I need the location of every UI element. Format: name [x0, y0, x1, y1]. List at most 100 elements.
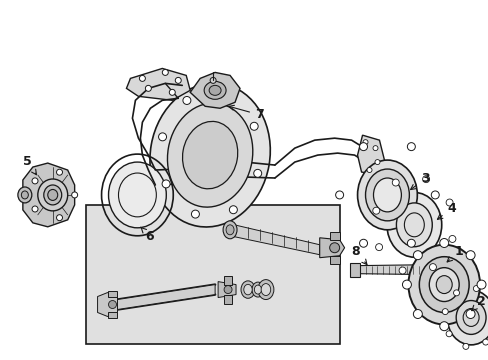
Text: 2: 2 — [471, 294, 485, 311]
Ellipse shape — [44, 185, 61, 205]
Circle shape — [407, 143, 414, 150]
Text: 3: 3 — [410, 172, 429, 190]
Text: 1: 1 — [446, 245, 462, 262]
Polygon shape — [224, 276, 232, 285]
Circle shape — [412, 310, 422, 319]
Polygon shape — [23, 163, 75, 227]
Circle shape — [445, 331, 451, 337]
Ellipse shape — [203, 81, 225, 99]
Ellipse shape — [373, 178, 401, 212]
Circle shape — [374, 159, 379, 165]
Bar — [85, 205, 339, 345]
Circle shape — [229, 206, 237, 214]
Circle shape — [439, 322, 448, 331]
Text: 4: 4 — [437, 202, 455, 219]
Circle shape — [372, 207, 379, 214]
Ellipse shape — [225, 225, 234, 235]
Circle shape — [57, 169, 62, 175]
Circle shape — [57, 215, 62, 221]
Circle shape — [359, 143, 367, 150]
Ellipse shape — [241, 281, 254, 298]
Circle shape — [465, 251, 474, 260]
Ellipse shape — [357, 160, 416, 230]
Text: 7: 7 — [228, 105, 263, 121]
Ellipse shape — [261, 284, 270, 296]
Polygon shape — [329, 232, 339, 240]
Circle shape — [183, 96, 190, 104]
Polygon shape — [354, 265, 428, 275]
Ellipse shape — [258, 280, 273, 300]
Circle shape — [253, 169, 261, 177]
Polygon shape — [229, 224, 319, 255]
Ellipse shape — [21, 191, 28, 199]
Polygon shape — [126, 68, 190, 100]
Circle shape — [448, 235, 455, 242]
Polygon shape — [349, 263, 359, 276]
Text: 5: 5 — [23, 155, 37, 175]
Circle shape — [441, 309, 447, 315]
Circle shape — [210, 77, 216, 84]
Polygon shape — [329, 256, 339, 264]
Circle shape — [402, 280, 410, 289]
Polygon shape — [190, 72, 240, 108]
Ellipse shape — [396, 203, 431, 247]
Circle shape — [72, 192, 78, 198]
Ellipse shape — [251, 282, 264, 297]
Ellipse shape — [150, 83, 270, 227]
Ellipse shape — [18, 187, 32, 203]
Ellipse shape — [428, 268, 458, 302]
Circle shape — [472, 285, 478, 292]
Circle shape — [439, 239, 448, 247]
Circle shape — [329, 243, 339, 253]
Circle shape — [428, 264, 435, 271]
Circle shape — [359, 239, 367, 247]
Circle shape — [250, 122, 258, 130]
Ellipse shape — [108, 162, 166, 228]
Polygon shape — [218, 282, 236, 298]
Ellipse shape — [223, 221, 237, 239]
Circle shape — [452, 290, 459, 296]
Circle shape — [482, 339, 488, 345]
Circle shape — [445, 199, 452, 206]
Circle shape — [32, 206, 38, 212]
Circle shape — [108, 301, 116, 309]
Polygon shape — [107, 312, 117, 319]
Ellipse shape — [386, 193, 441, 257]
Circle shape — [145, 85, 151, 91]
Circle shape — [412, 251, 422, 260]
Polygon shape — [98, 293, 117, 316]
Text: 8: 8 — [351, 245, 366, 265]
Ellipse shape — [435, 276, 451, 293]
Circle shape — [175, 77, 181, 84]
Ellipse shape — [407, 245, 479, 324]
Circle shape — [375, 244, 382, 251]
Polygon shape — [107, 291, 117, 297]
Ellipse shape — [365, 169, 408, 221]
Ellipse shape — [167, 103, 252, 207]
Ellipse shape — [48, 189, 58, 201]
Circle shape — [462, 343, 468, 350]
Circle shape — [139, 75, 145, 81]
Circle shape — [169, 89, 175, 95]
Ellipse shape — [419, 257, 468, 312]
Circle shape — [476, 280, 485, 289]
Text: 6: 6 — [141, 227, 154, 243]
Ellipse shape — [244, 284, 252, 295]
Ellipse shape — [209, 85, 221, 95]
Circle shape — [162, 180, 170, 188]
Circle shape — [158, 133, 166, 141]
Polygon shape — [224, 294, 232, 303]
Circle shape — [465, 310, 474, 319]
Polygon shape — [319, 238, 344, 258]
Circle shape — [372, 146, 377, 150]
Ellipse shape — [254, 285, 261, 294]
Circle shape — [398, 267, 405, 274]
Ellipse shape — [447, 290, 488, 345]
Circle shape — [430, 191, 438, 199]
Circle shape — [391, 179, 398, 186]
Circle shape — [407, 239, 414, 247]
Ellipse shape — [455, 301, 485, 334]
Circle shape — [162, 69, 168, 75]
Polygon shape — [357, 135, 384, 175]
Polygon shape — [117, 285, 215, 310]
